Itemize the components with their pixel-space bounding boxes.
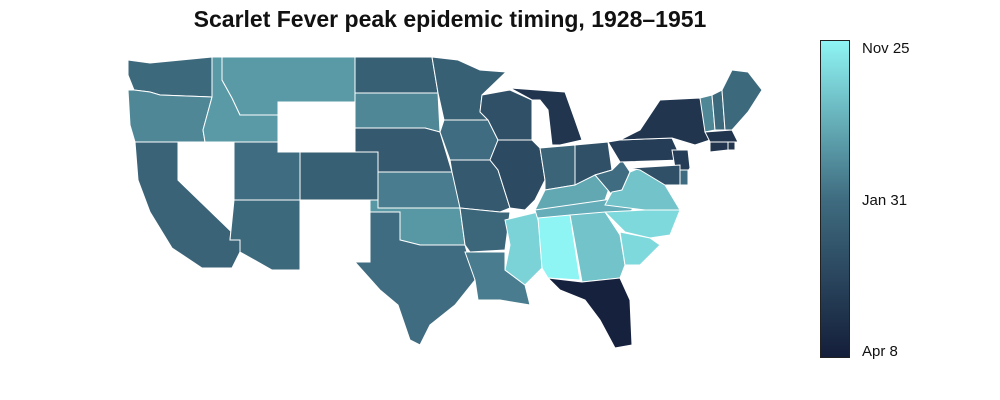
legend-label-mid: Jan 31 bbox=[862, 192, 908, 209]
state-ct bbox=[709, 141, 729, 153]
state-ma bbox=[704, 129, 739, 143]
state-tx bbox=[330, 211, 476, 346]
state-az bbox=[229, 199, 301, 271]
legend-color-bar bbox=[820, 40, 850, 358]
state-co bbox=[299, 151, 379, 201]
state-pa bbox=[607, 137, 683, 163]
us-choropleth-map bbox=[127, 56, 763, 349]
state-il bbox=[489, 139, 546, 211]
state-ms bbox=[504, 211, 543, 286]
state-de bbox=[679, 169, 689, 186]
state-fl bbox=[546, 277, 633, 349]
state-nc bbox=[603, 209, 681, 239]
state-sc bbox=[619, 231, 661, 266]
state-al bbox=[537, 214, 581, 281]
state-nd bbox=[354, 56, 439, 94]
state-md bbox=[629, 164, 681, 186]
legend-label-bottom: Apr 8 bbox=[862, 343, 898, 360]
state-sd bbox=[354, 92, 441, 133]
legend-label-top: Nov 25 bbox=[862, 40, 910, 57]
map-title: Scarlet Fever peak epidemic timing, 1928… bbox=[193, 6, 707, 32]
state-ar bbox=[459, 207, 511, 253]
state-wy bbox=[277, 101, 356, 153]
state-ny bbox=[619, 97, 711, 146]
state-me bbox=[721, 69, 763, 131]
state-la bbox=[464, 251, 531, 306]
state-ks bbox=[377, 171, 461, 209]
state-mi bbox=[509, 87, 583, 146]
state-in bbox=[539, 144, 576, 191]
state-ri bbox=[727, 141, 736, 151]
state-or bbox=[127, 89, 213, 143]
state-ia bbox=[439, 119, 499, 161]
state-nm bbox=[299, 199, 371, 271]
